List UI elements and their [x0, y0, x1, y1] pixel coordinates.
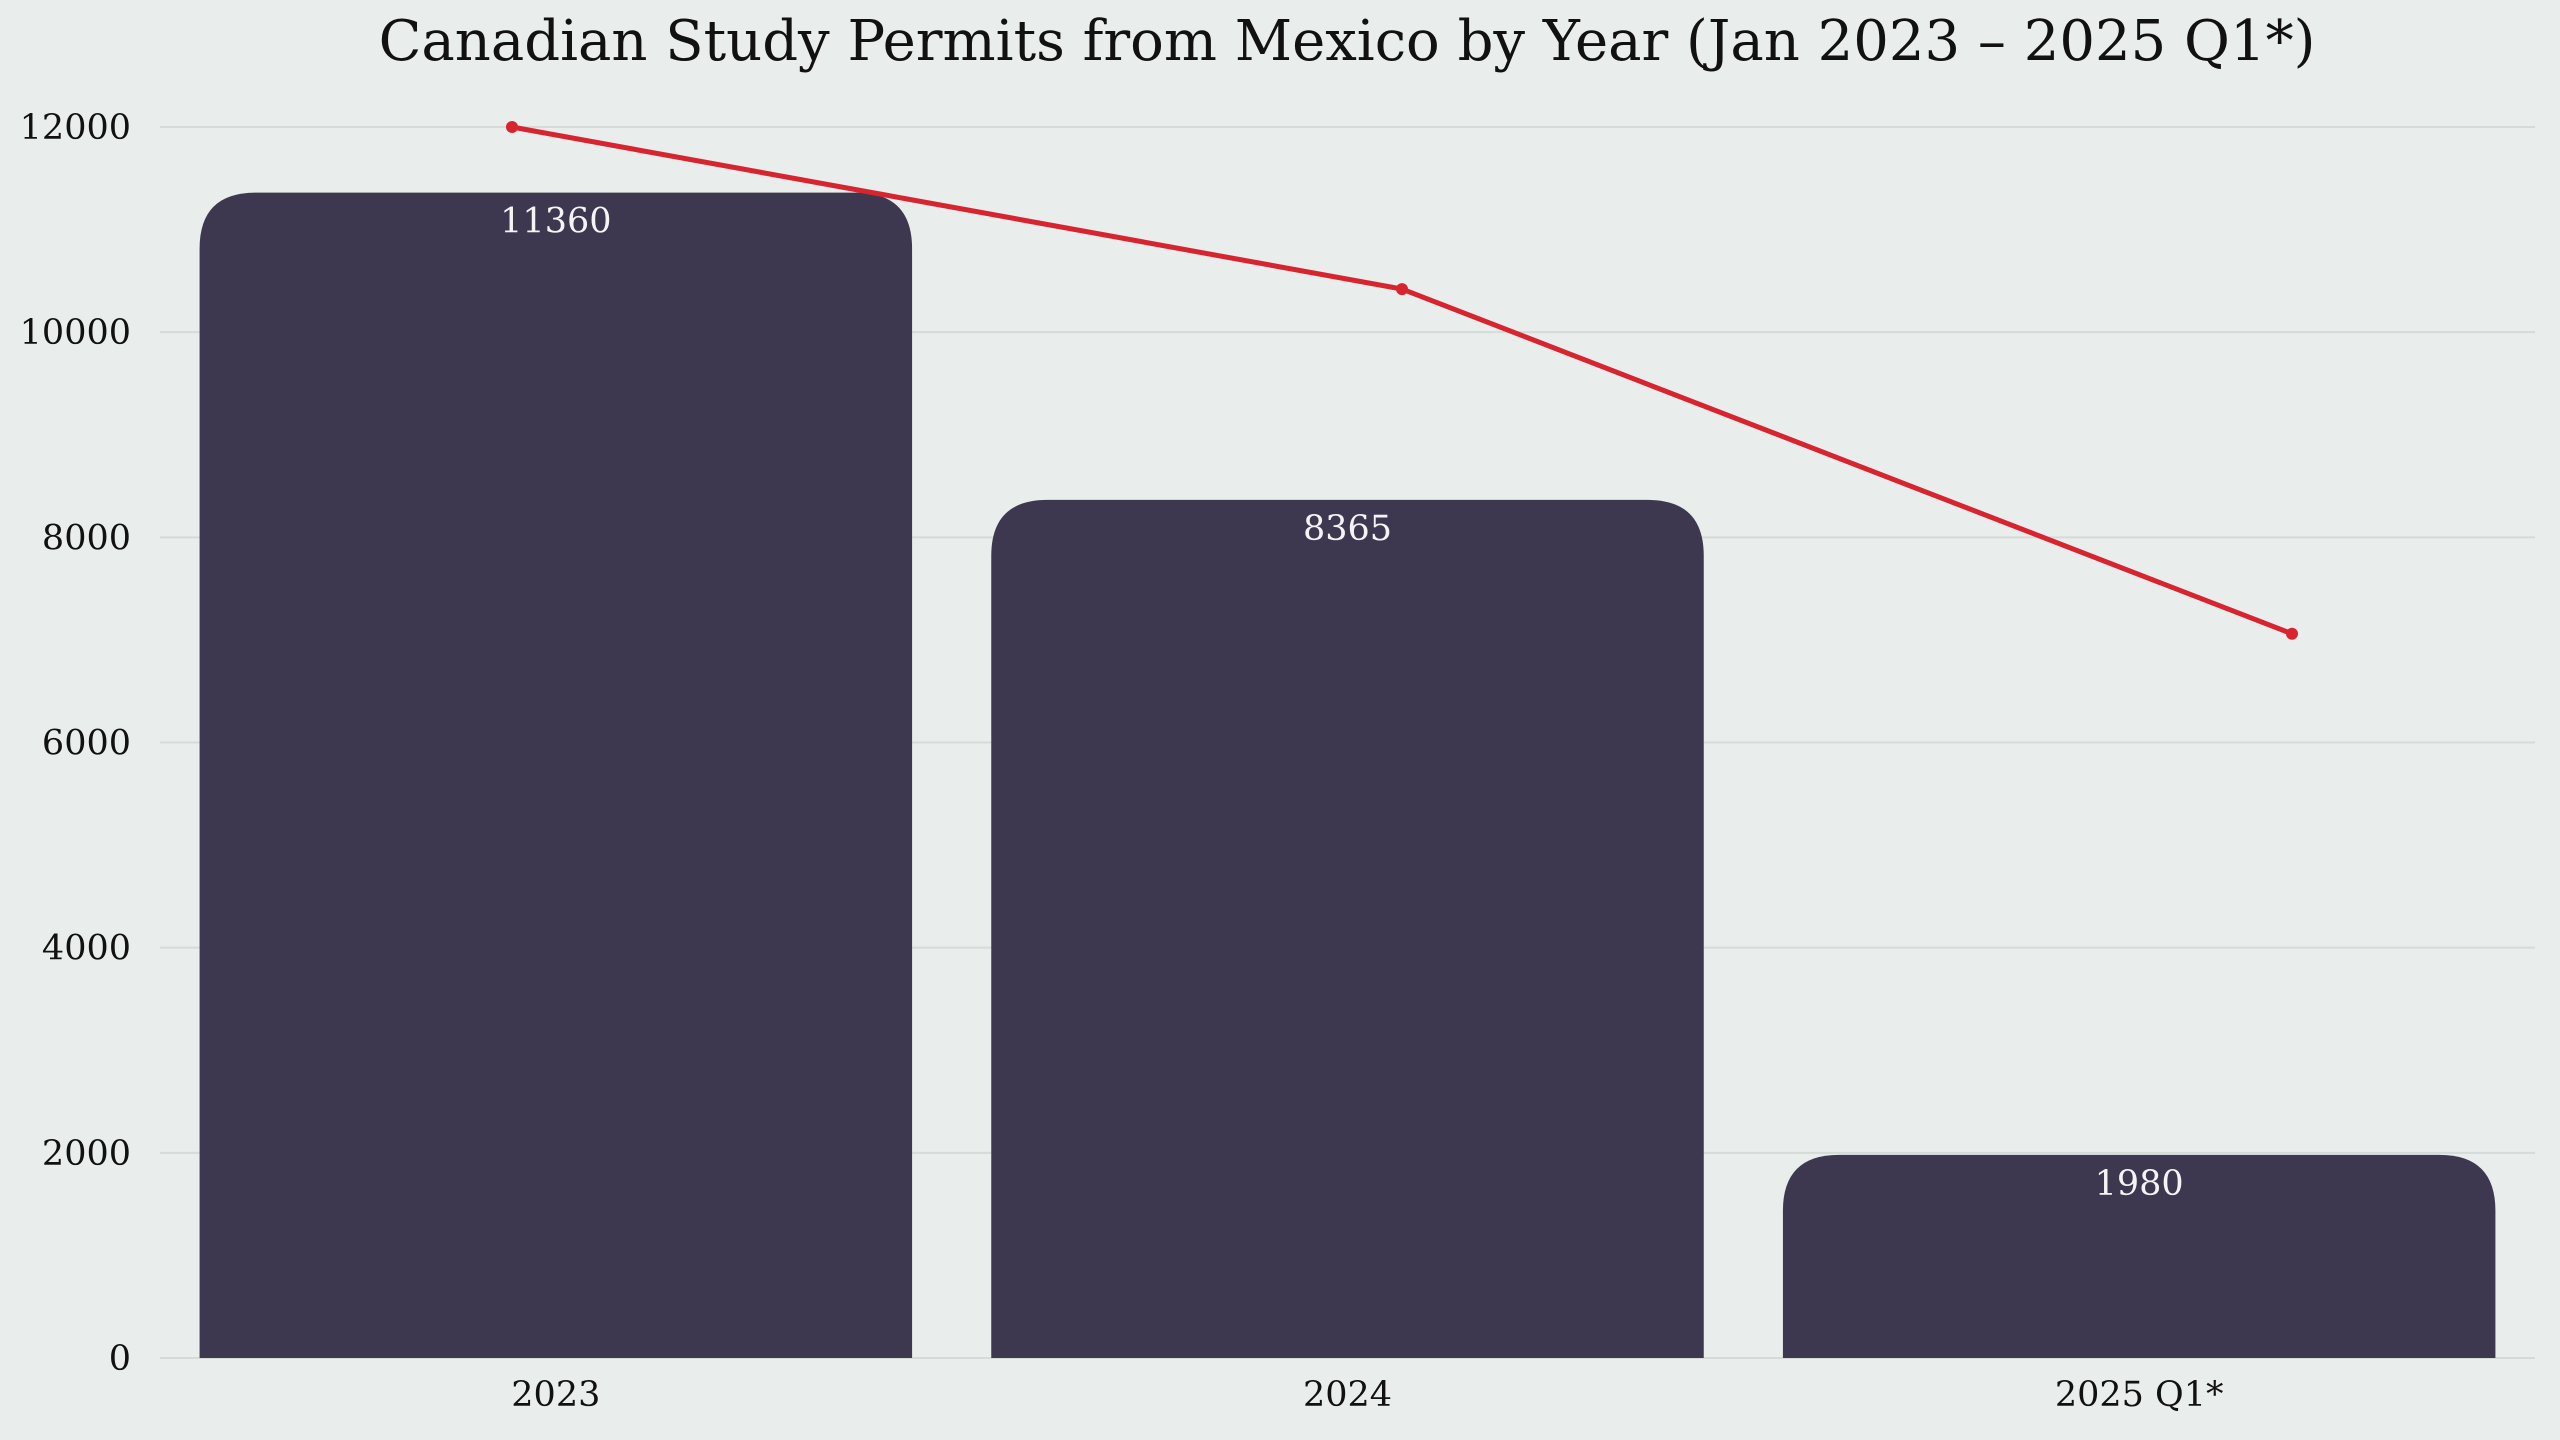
- bar-value-label: 1980: [2095, 1164, 2184, 1204]
- y-tick-label: 0: [109, 1339, 131, 1379]
- trend-point: [2286, 627, 2298, 640]
- trend-point: [506, 121, 518, 133]
- x-tick-label: 2025 Q1*: [2055, 1375, 2224, 1415]
- chart-title: Canadian Study Permits from Mexico by Ye…: [379, 9, 2316, 74]
- y-axis: 0 2000 4000 6000 8000 10000 12000: [20, 108, 131, 1379]
- bar-2024: [991, 499, 1704, 1359]
- y-tick-label: 12000: [20, 108, 131, 148]
- x-tick-label: 2024: [1303, 1375, 1392, 1415]
- x-tick-label: 2023: [511, 1375, 600, 1415]
- y-tick-label: 2000: [42, 1134, 131, 1174]
- bar-value-labels: 11360 8365 1980: [500, 202, 2184, 1204]
- y-tick-label: 8000: [42, 518, 131, 558]
- y-tick-label: 4000: [42, 929, 131, 969]
- bar-2023: [199, 192, 913, 1359]
- bar-value-label: 11360: [500, 202, 611, 242]
- bar-2025-q1-: [1782, 1154, 2496, 1358]
- y-tick-label: 10000: [20, 313, 131, 353]
- bars: [199, 192, 2496, 1359]
- y-tick-label: 6000: [42, 724, 131, 764]
- bar-value-label: 8365: [1303, 509, 1392, 549]
- trend-line-series: [506, 121, 2298, 640]
- x-axis: 2023 2024 2025 Q1*: [511, 1375, 2223, 1415]
- trend-point: [1396, 283, 1408, 296]
